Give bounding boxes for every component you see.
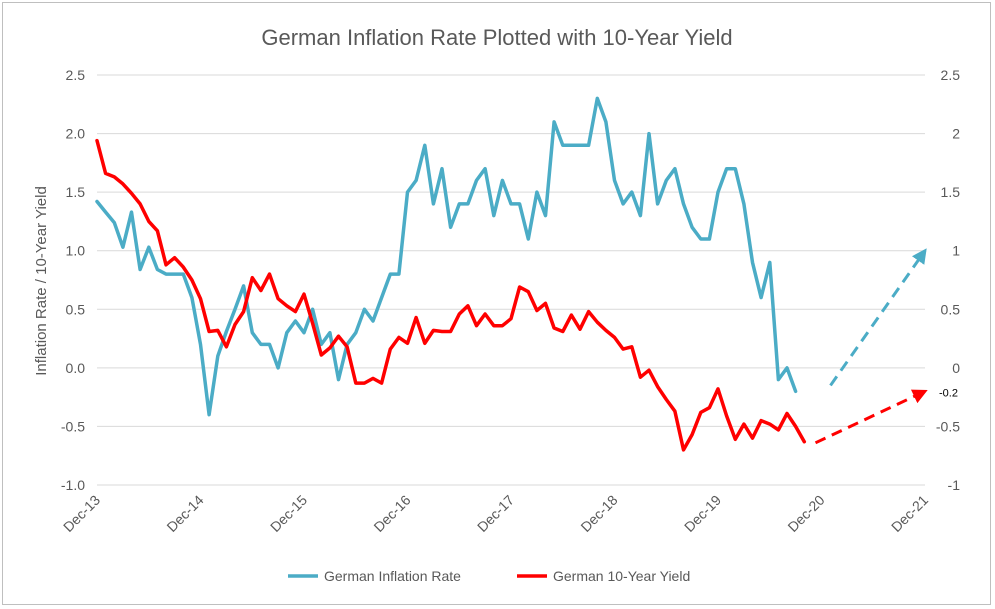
y-tick-left: -0.5 — [61, 418, 85, 434]
x-tick-label: Dec-19 — [681, 492, 724, 535]
x-tick-label: Dec-17 — [474, 492, 517, 535]
y-tick-right: 0 — [952, 360, 960, 376]
inflation-rate-line — [95, 96, 798, 417]
x-tick-label: Dec-21 — [888, 492, 931, 535]
y-tick-right: -0.5 — [936, 418, 960, 434]
y-tick-right: 1 — [952, 243, 960, 259]
y-tick-left: 0.5 — [66, 301, 86, 317]
y-tick-right: -1 — [948, 477, 961, 493]
y-tick-left: 2.0 — [66, 126, 86, 142]
y-tick-left: -1.0 — [61, 477, 85, 493]
y-tick-left: 1.5 — [66, 184, 86, 200]
left-y-axis: 2.5 2.0 1.5 1.0 0.5 0.0 -0.5 -1.0 — [61, 67, 85, 493]
x-tick-label: Dec-13 — [60, 492, 103, 535]
y-tick-right: 0.5 — [941, 301, 961, 317]
x-tick-label: Dec-15 — [267, 492, 310, 535]
y-tick-right: 2.5 — [941, 67, 961, 83]
y-tick-left: 0.0 — [66, 360, 86, 376]
x-tick-label: Dec-14 — [163, 492, 206, 535]
inflation-projection-arrow — [829, 248, 927, 387]
y-tick-right: 2 — [952, 126, 960, 142]
series-lines — [95, 96, 807, 452]
x-tick-label: Dec-20 — [784, 492, 827, 535]
right-y-axis: 2.5 2 1.5 1 0.5 0 -0.5 -1 — [936, 67, 960, 493]
projection-label: -0.2 — [939, 387, 958, 399]
gridlines — [97, 74, 925, 486]
legend: German Inflation Rate German 10-Year Yiel… — [288, 568, 690, 584]
chart-title: German Inflation Rate Plotted with 10-Ye… — [261, 25, 732, 50]
y-axis-title: Inflation Rate / 10-Year Yield — [33, 186, 50, 376]
y-tick-left: 1.0 — [66, 243, 86, 259]
y-tick-right: 1.5 — [941, 184, 961, 200]
legend-label-yield: German 10-Year Yield — [553, 568, 690, 584]
projection-arrows: -0.2 — [814, 248, 958, 445]
legend-label-inflation: German Inflation Rate — [324, 568, 461, 584]
x-tick-label: Dec-18 — [577, 492, 620, 535]
x-tick-label: Dec-16 — [370, 492, 413, 535]
yield-projection-arrow — [814, 389, 928, 445]
ten-year-yield-line — [95, 138, 807, 452]
x-axis: Dec-13 Dec-14 Dec-15 Dec-16 Dec-17 Dec-18 Dec-… — [60, 492, 931, 535]
y-tick-left: 2.5 — [66, 67, 86, 83]
